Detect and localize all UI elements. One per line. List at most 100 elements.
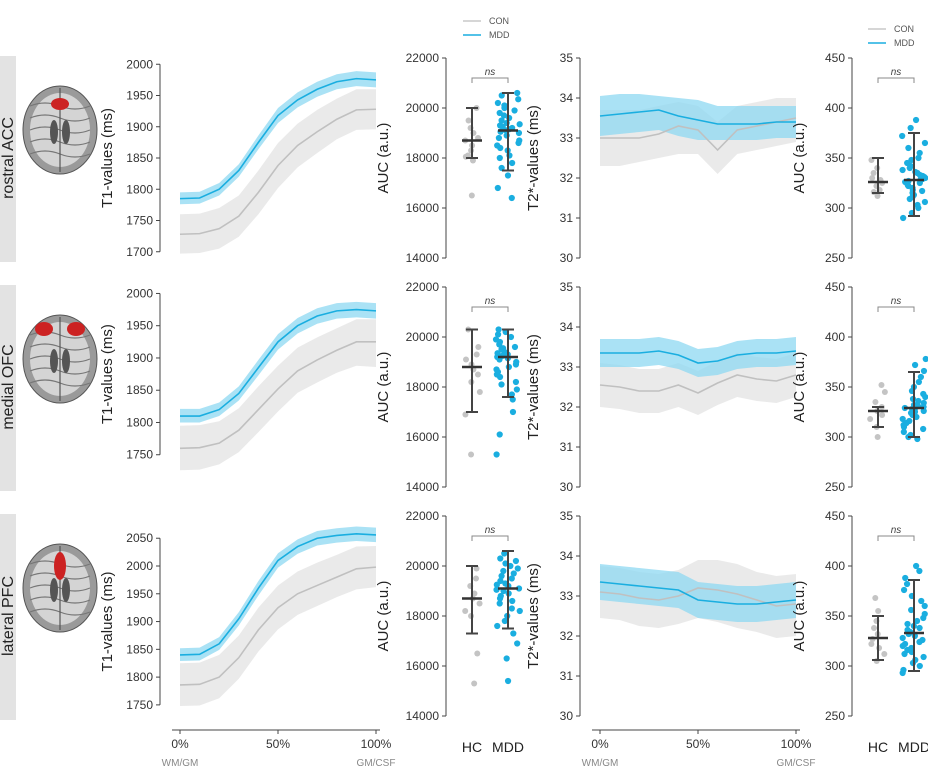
y-axis-label: T2*-values (ms) (525, 105, 542, 211)
y-tick-label: 30 (560, 709, 574, 723)
data-point-mdd (513, 386, 520, 393)
y-axis-label: AUC (a.u.) (791, 352, 808, 423)
data-point-mdd (920, 367, 928, 375)
y-tick-label: 2000 (126, 57, 153, 71)
y-axis-label: T2*-values (ms) (525, 334, 542, 440)
data-point-mdd (494, 184, 501, 192)
data-point-hc (468, 192, 475, 199)
data-point-mdd (501, 617, 508, 625)
y-axis-label: AUC (a.u.) (375, 581, 392, 652)
y-tick-label: 14000 (406, 251, 440, 265)
data-point-mdd (915, 154, 922, 162)
legend-con-label: CON (894, 24, 914, 34)
data-point-mdd (496, 109, 503, 117)
y-axis-label: AUC (a.u.) (375, 352, 392, 423)
y-tick-label: 20000 (406, 101, 440, 115)
y-tick-label: 1950 (126, 319, 153, 333)
significance-label: ns (891, 67, 902, 78)
row-label-bar (0, 56, 16, 262)
data-point-hc (476, 600, 483, 607)
data-point-mdd (492, 336, 500, 343)
data-point-hc (878, 382, 885, 388)
brain-ventricle (62, 349, 70, 373)
y-tick-label: 16000 (406, 430, 440, 444)
data-point-hc (471, 680, 478, 687)
y-tick-label: 250 (825, 709, 845, 723)
significance-label: ns (891, 296, 902, 307)
y-tick-label: 34 (560, 320, 574, 334)
data-point-mdd (495, 134, 502, 142)
data-point-mdd (920, 653, 927, 661)
series-line-con (600, 117, 797, 152)
data-point-mdd (920, 425, 927, 433)
brain-ventricle (62, 120, 70, 144)
significance-label: ns (891, 525, 902, 536)
y-tick-label: 350 (825, 609, 845, 623)
x-tick-label: 100% (781, 737, 812, 751)
group-label: MDD (898, 739, 928, 755)
data-point-mdd (920, 399, 927, 407)
data-point-mdd (514, 640, 521, 647)
x-tick-label: 50% (266, 737, 290, 751)
data-point-mdd (917, 373, 924, 381)
data-point-hc (871, 625, 878, 631)
y-tick-label: 32 (560, 171, 574, 185)
y-axis-label: T1-values (ms) (99, 108, 116, 208)
y-tick-label: 1900 (126, 351, 153, 365)
panel-auc2-row1: 250 300 350 400 450 AUC (a.u.) ns (791, 280, 928, 494)
group-label: HC (462, 739, 482, 755)
series-band-mdd (180, 526, 376, 661)
data-point-mdd (508, 575, 515, 582)
data-point-hc (881, 651, 888, 657)
data-point-mdd (899, 415, 906, 423)
series-band-mdd (180, 71, 376, 205)
y-tick-label: 22000 (406, 509, 440, 523)
y-tick-label: 16000 (406, 659, 440, 673)
panel-t2-row0: 30 31 32 33 34 35 T2*-values (ms) (525, 51, 797, 265)
data-point-mdd (497, 555, 504, 562)
y-tick-label: 450 (825, 509, 845, 523)
data-point-hc (867, 416, 874, 422)
x-end-label-wm: WM/GM (582, 758, 619, 769)
series-band-con (180, 89, 376, 254)
y-tick-label: 33 (560, 131, 574, 145)
data-point-hc (473, 351, 480, 358)
series-band-con (180, 319, 376, 471)
data-point-mdd (514, 89, 521, 97)
y-tick-label: 18000 (406, 151, 440, 165)
brain-region-highlight (51, 98, 69, 110)
brain-region-highlight (54, 552, 66, 580)
y-tick-label: 31 (560, 211, 574, 225)
y-tick-label: 33 (560, 360, 574, 374)
row-label-bar (0, 514, 16, 720)
data-point-mdd (500, 345, 507, 352)
y-tick-label: 1750 (126, 214, 153, 228)
data-point-mdd (516, 121, 523, 128)
data-point-mdd (496, 154, 503, 162)
series-band-mdd (600, 564, 796, 622)
data-point-hc (465, 117, 472, 124)
y-tick-label: 30 (560, 480, 574, 494)
series-line-con (599, 374, 797, 394)
data-point-hc (474, 371, 481, 378)
series-line-con (599, 587, 797, 607)
y-tick-label: 1850 (126, 642, 153, 656)
y-tick-label: 34 (560, 549, 574, 563)
y-tick-label: 31 (560, 669, 574, 683)
y-tick-label: 2000 (126, 286, 153, 300)
series-line-con (179, 341, 376, 450)
data-point-mdd (903, 580, 911, 588)
y-tick-label: 16000 (406, 201, 440, 215)
data-point-hc (473, 575, 480, 582)
data-point-mdd (916, 567, 923, 575)
data-point-mdd (512, 557, 520, 565)
y-tick-label: 14000 (406, 480, 440, 494)
panel-t1-row2: 1750 1800 1850 1900 1950 2000 2050 T1-values (m… (99, 526, 395, 769)
significance-bracket (877, 535, 915, 541)
data-point-mdd (508, 605, 515, 612)
y-tick-label: 2000 (126, 559, 153, 573)
data-point-hc (875, 608, 882, 614)
significance-label: ns (485, 296, 496, 307)
data-point-mdd (911, 361, 919, 369)
brain-axial-acc-icon (22, 85, 98, 175)
